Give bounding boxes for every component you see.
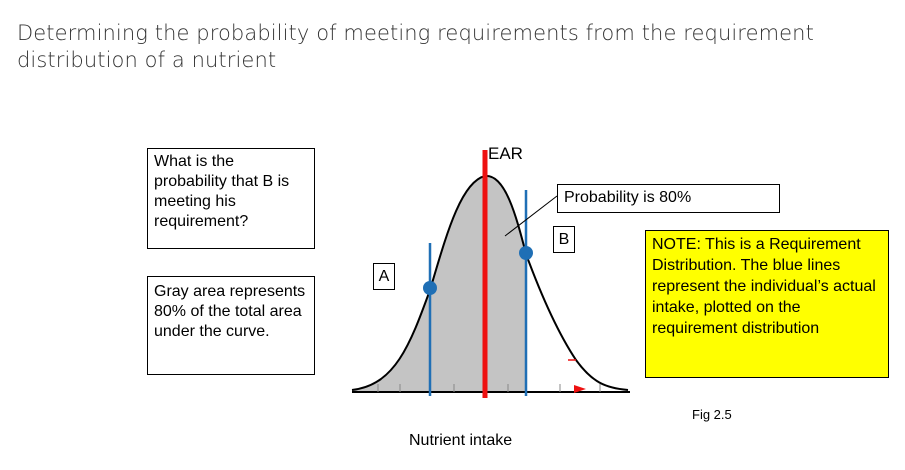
probability-callout-pointer	[504, 195, 558, 237]
x-axis-label: Nutrient intake	[409, 432, 513, 449]
intake-label-b: B	[553, 226, 575, 253]
gray-area-box: Gray area represents 80% of the total ar…	[147, 276, 315, 375]
probability-callout: Probability is 80%	[557, 184, 780, 213]
intake-marker-a	[423, 281, 437, 295]
red-arrow-mark	[574, 385, 586, 393]
x-axis-ticks	[377, 384, 601, 392]
intake-marker-b	[519, 246, 533, 260]
slide-title: Determining the probability of meeting r…	[17, 21, 814, 72]
question-box: What is the probability that B is meetin…	[147, 148, 315, 249]
ear-label: EAR	[488, 144, 523, 163]
intake-label-a: A	[373, 263, 395, 290]
figure-label: Fig 2.5	[692, 407, 732, 422]
note-box: NOTE: This is a Requirement Distribution…	[645, 230, 889, 378]
